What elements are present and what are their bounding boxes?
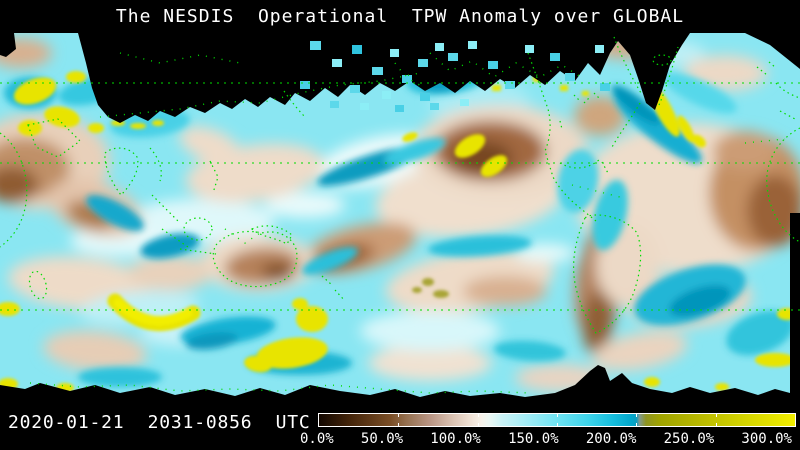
landmask-topleft-corner (0, 33, 16, 57)
colorbar-gradient (318, 413, 796, 427)
colorbar-tick (557, 423, 558, 426)
tpw-anomaly-map (0, 33, 800, 405)
landmask-right-edge (790, 213, 800, 405)
colorbar-tick (477, 423, 479, 426)
colorbar-tick (715, 414, 717, 417)
global-map-canvas (0, 33, 800, 405)
coast-greenland (613, 36, 679, 106)
colorbar-tick (557, 414, 558, 417)
coast-borneo (183, 217, 213, 241)
colorbar-label: 0.0% (300, 431, 334, 447)
colorbar-label: 300.0% (741, 431, 792, 447)
coast-philippines (209, 160, 219, 194)
coast-india (104, 147, 139, 196)
colorbar-tick (398, 414, 400, 417)
page-title: The NESDIS Operational TPW Anomaly over … (115, 6, 685, 27)
coast-north-america-west (527, 52, 597, 222)
colorbar-tick (636, 423, 638, 426)
colorbar-tick (398, 423, 400, 426)
extreme-anomaly-yellow-blobs (0, 55, 797, 393)
coast-australia (212, 230, 298, 288)
colorbar-label: 100.0% (430, 431, 481, 447)
colorbar-tick (715, 423, 717, 426)
colorbar-labels: 0.0% 50.0% 100.0% 150.0% 200.0% 250.0% 300.0% (300, 431, 792, 447)
colorbar-tick (477, 414, 479, 417)
colorbar-label: 250.0% (663, 431, 715, 447)
timestamp: 2020-01-21 2031-0856 UTC (8, 412, 311, 433)
coast-caribbean-dots (571, 184, 621, 198)
coast-iceland (652, 54, 672, 66)
colorbar-label: 50.0% (360, 431, 404, 447)
colorbar-label: 150.0% (508, 431, 559, 447)
no-data-land-mask (0, 33, 800, 405)
wet-anomaly-teal-streaks (4, 61, 794, 387)
landmask-eurasia-canada (78, 33, 690, 123)
coastlines-overlay (0, 36, 800, 394)
colorbar-label: 200.0% (585, 431, 637, 447)
coast-sumatra-java (151, 194, 217, 255)
coast-madagascar (28, 270, 48, 300)
landmask-scandinavia (745, 33, 800, 69)
scattered-retrieval-squares (300, 41, 610, 112)
colorbar-tick (636, 414, 638, 417)
landmask-antarctica (0, 365, 790, 405)
indonesia-sea-dots (224, 228, 261, 244)
coast-arabia (27, 118, 81, 158)
latitude-gridlines (0, 82, 800, 311)
coast-uk-europe (756, 61, 800, 120)
